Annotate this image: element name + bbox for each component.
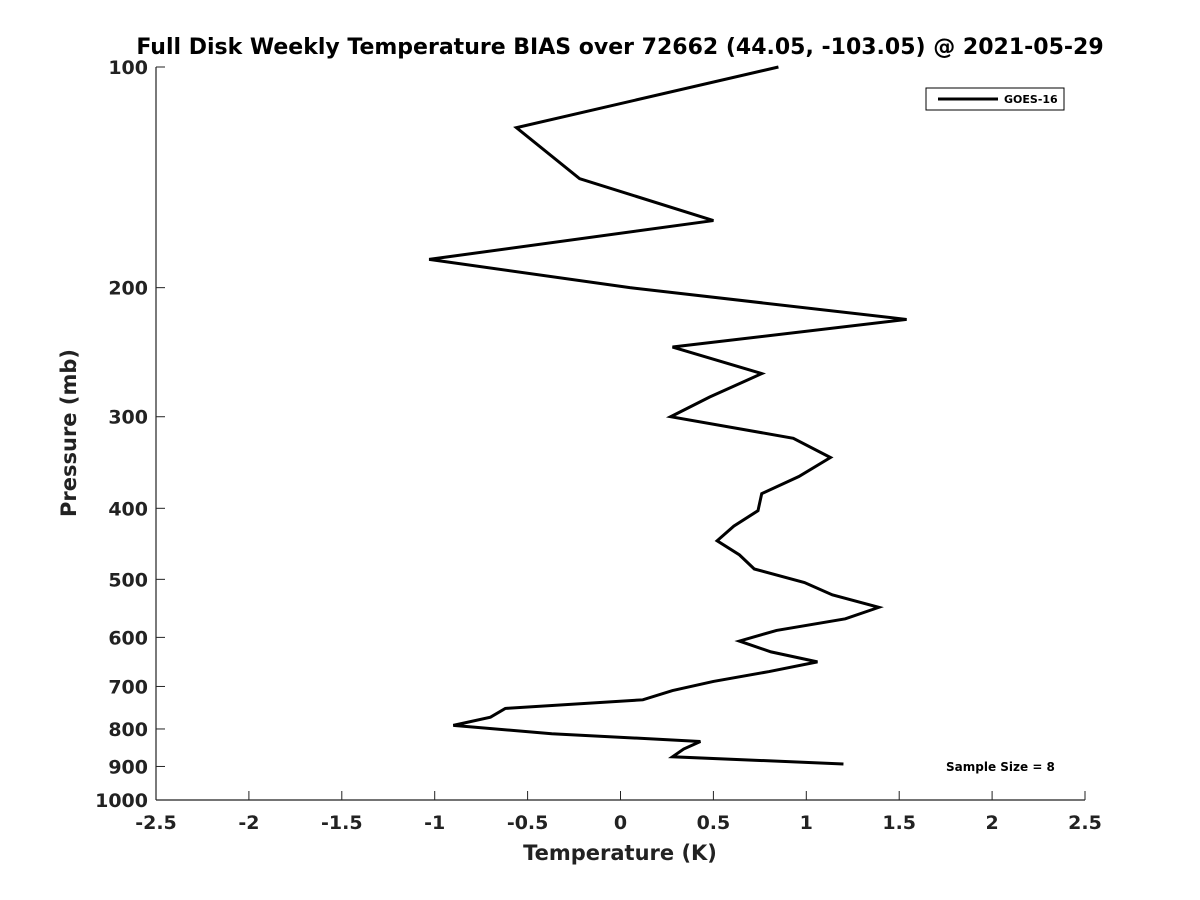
y-tick-label: 400 (108, 498, 148, 520)
x-tick-label: -1.5 (321, 812, 363, 834)
x-tick-label: 0.5 (697, 812, 731, 834)
y-tick-label: 700 (108, 676, 148, 698)
y-tick-label: 1000 (95, 790, 148, 812)
chart-title: Full Disk Weekly Temperature BIAS over 7… (136, 35, 1103, 60)
x-tick-label: -2 (238, 812, 259, 834)
legend: GOES-16 (925, 87, 1065, 111)
x-tick-label: -1 (424, 812, 445, 834)
x-tick-label: -2.5 (135, 812, 177, 834)
y-tick-label: 600 (108, 627, 148, 649)
y-ticks: 100 200 300 400 500 600 700 800 900 1000 (95, 57, 165, 812)
y-tick-label: 500 (108, 569, 148, 591)
y-tick-label: 300 (108, 407, 148, 429)
y-axis-label: Pressure (mb) (57, 349, 81, 517)
series-line (428, 65, 907, 766)
y-tick-label: 200 (108, 278, 148, 300)
series-layer (428, 65, 907, 766)
x-tick-label: 2.5 (1068, 812, 1102, 834)
x-tick-label: -0.5 (507, 812, 549, 834)
x-ticks: -2.5 -2 -1.5 -1 -0.5 0 0.5 1 1.5 2 2.5 (135, 791, 1102, 834)
y-tick-label: 800 (108, 719, 148, 741)
y-tick-label: 100 (108, 57, 148, 79)
x-tick-label: 1.5 (882, 812, 916, 834)
x-tick-label: 1 (800, 812, 813, 834)
x-tick-label: 2 (985, 812, 998, 834)
y-tick-label: 900 (108, 756, 148, 778)
x-axis-label: Temperature (K) (523, 841, 717, 865)
plot-area-frame (156, 67, 1085, 800)
legend-entry: GOES-16 (1004, 93, 1058, 106)
sample-size-annotation: Sample Size = 8 (946, 760, 1055, 774)
x-tick-label: 0 (614, 812, 627, 834)
